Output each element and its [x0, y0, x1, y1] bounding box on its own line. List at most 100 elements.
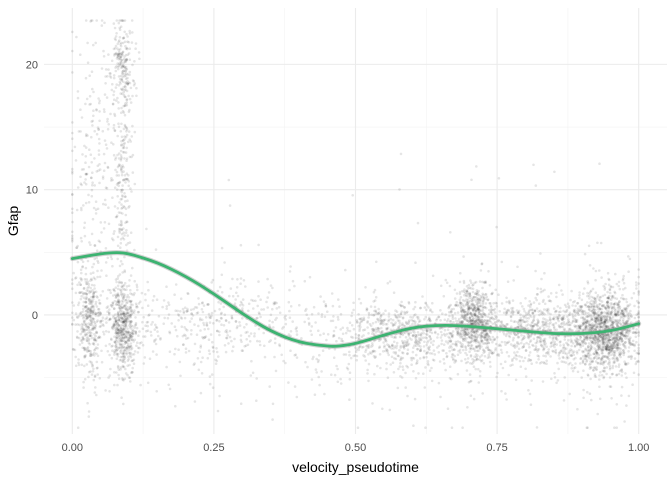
scatter-point-2554 [601, 342, 605, 345]
scatter-point-294 [113, 340, 117, 344]
scatter-point-0 [128, 345, 131, 349]
scatter-point-379 [131, 371, 134, 374]
scatter-point-3443 [628, 317, 631, 321]
scatter-point-558 [113, 112, 116, 116]
scatter-point-675 [113, 37, 117, 40]
scatter-point-1031 [82, 328, 86, 332]
scatter-point-3689 [511, 358, 514, 361]
scatter-point-2693 [601, 354, 605, 358]
scatter-point-3098 [586, 349, 589, 353]
scatter-point-2286 [627, 329, 630, 333]
scatter-point-1246 [91, 217, 95, 221]
scatter-point-23 [120, 348, 123, 352]
scatter-point-1121 [96, 275, 99, 279]
scatter-point-1995 [481, 323, 485, 326]
scatter-point-1321 [71, 220, 74, 224]
scatter-point-3455 [594, 269, 598, 273]
scatter-point-890 [88, 308, 91, 311]
scatter-point-1878 [497, 319, 501, 323]
scatter-point-3290 [584, 357, 588, 361]
scatter-point-3258 [594, 325, 598, 328]
scatter-point-2525 [593, 334, 596, 337]
scatter-point-1039 [84, 318, 88, 321]
scatter-point-3957 [529, 324, 533, 328]
scatter-point-1019 [84, 312, 87, 316]
scatter-point-594 [128, 47, 132, 50]
scatter-point-2655 [606, 312, 609, 316]
scatter-point-2359 [564, 310, 567, 314]
scatter-point-156 [124, 319, 127, 322]
scatter-point-4846 [271, 286, 274, 290]
scatter-point-253 [115, 318, 118, 322]
scatter-point-1471 [89, 19, 93, 22]
scatter-point-679 [124, 70, 127, 73]
scatter-point-4974 [170, 322, 173, 325]
scatter-point-335 [126, 364, 129, 368]
scatter-point-2188 [611, 349, 614, 353]
scatter-point-1537 [480, 262, 484, 266]
scatter-point-323 [124, 307, 128, 310]
scatter-point-869 [117, 157, 121, 160]
scatter-point-2150 [476, 298, 480, 301]
scatter-point-4464 [399, 361, 402, 365]
scatter-point-3793 [529, 334, 532, 337]
scatter-point-2121 [467, 307, 471, 310]
scatter-point-1427 [88, 241, 91, 244]
scatter-point-2149 [477, 315, 481, 319]
scatter-point-1961 [487, 334, 491, 338]
scatter-point-3618 [554, 350, 557, 354]
scatter-point-3974 [535, 293, 539, 296]
scatter-point-98 [133, 350, 137, 353]
scatter-point-960 [77, 363, 81, 367]
scatter-point-794 [125, 133, 129, 137]
scatter-point-352 [124, 329, 127, 333]
scatter-point-927 [92, 343, 96, 346]
scatter-point-4968 [259, 298, 262, 302]
scatter-point-3230 [587, 305, 590, 308]
scatter-point-2892 [626, 337, 629, 340]
scatter-point-1369 [93, 244, 96, 247]
scatter-point-2174 [458, 290, 462, 294]
scatter-point-2908 [633, 344, 636, 348]
scatter-point-527 [118, 80, 122, 84]
scatter-point-1993 [470, 303, 473, 306]
scatter-point-4679 [468, 306, 471, 310]
scatter-point-1734 [472, 319, 475, 323]
scatter-point-148 [114, 331, 118, 335]
scatter-point-630 [127, 81, 131, 84]
scatter-point-1183 [91, 365, 94, 368]
scatter-point-2071 [472, 340, 476, 343]
scatter-point-1949 [476, 321, 480, 325]
scatter-point-786 [120, 143, 123, 146]
scatter-point-1434 [98, 168, 102, 171]
scatter-point-2877 [587, 345, 590, 348]
scatter-point-1612 [473, 339, 477, 343]
scatter-point-3042 [610, 372, 614, 376]
scatter-point-40 [118, 307, 122, 311]
scatter-point-174 [111, 325, 114, 329]
scatter-point-541 [125, 46, 129, 50]
scatter-point-30 [116, 321, 120, 325]
scatter-point-865 [121, 284, 125, 288]
scatter-point-2102 [489, 302, 492, 305]
scatter-point-378 [121, 346, 125, 350]
scatter-point-172 [121, 262, 124, 266]
scatter-point-3701 [569, 354, 572, 357]
scatter-point-1926 [476, 330, 480, 333]
scatter-point-3416 [614, 320, 617, 324]
scatter-point-3940 [511, 359, 514, 363]
scatter-point-1856 [475, 318, 479, 322]
scatter-point-4300 [350, 324, 354, 327]
scatter-point-2202 [579, 357, 583, 360]
scatter-point-3249 [581, 344, 585, 348]
scatter-point-2933 [564, 334, 567, 338]
scatter-point-2745 [604, 324, 608, 328]
scatter-point-866 [125, 249, 129, 252]
scatter-point-1679 [477, 312, 481, 315]
scatter-point-746 [129, 101, 133, 104]
scatter-point-4597 [410, 358, 414, 362]
scatter-point-2963 [594, 335, 597, 338]
scatter-point-2632 [594, 312, 597, 316]
scatter-point-991 [95, 295, 99, 298]
scatter-point-1616 [474, 338, 477, 341]
